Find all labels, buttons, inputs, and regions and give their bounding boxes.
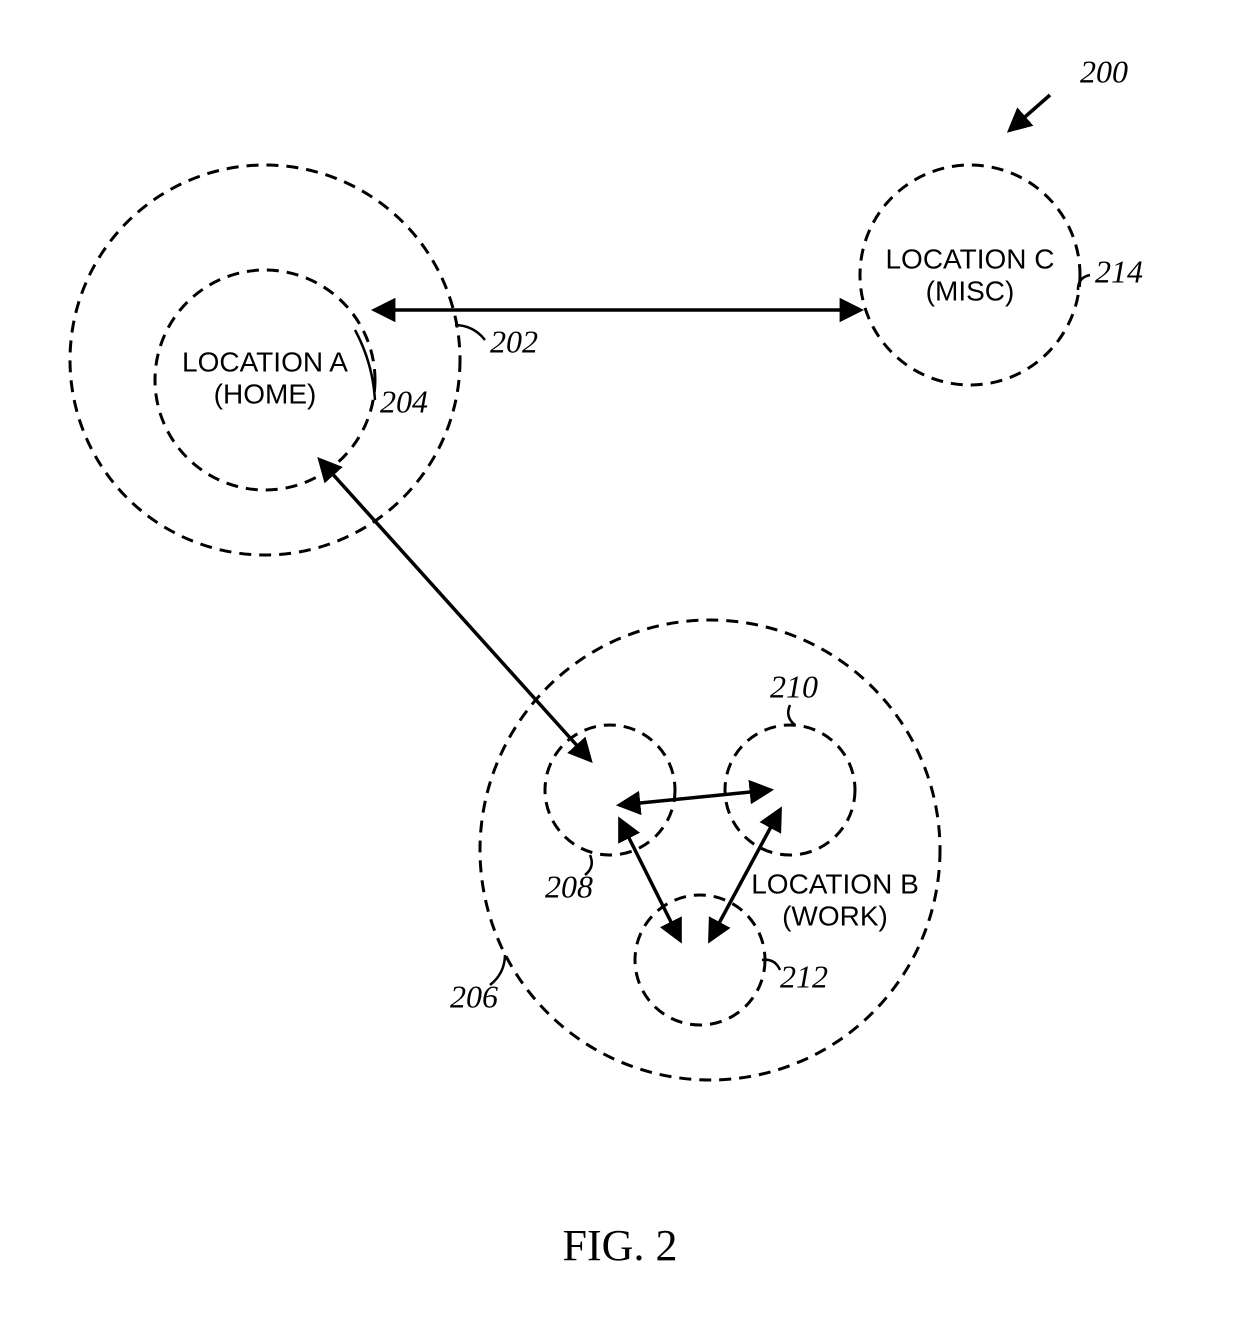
ref-202: 202: [490, 323, 538, 359]
label-location-a: LOCATION A: [182, 346, 348, 377]
label-location-b: LOCATION B: [751, 868, 919, 899]
label-location-c-sub: (MISC): [926, 275, 1015, 306]
figure-caption: FIG. 2: [563, 1221, 678, 1270]
location-diagram: LOCATION A (HOME) LOCATION C (MISC) LOCA…: [0, 0, 1240, 1330]
ref-204: 204: [380, 383, 428, 419]
arrow-a-b: [320, 460, 590, 760]
ref-206: 206: [450, 978, 498, 1014]
leader-210: [788, 705, 795, 725]
ref-208: 208: [545, 868, 593, 904]
label-location-b-sub: (WORK): [782, 900, 888, 931]
circle-206: [480, 620, 940, 1080]
circle-210: [725, 725, 855, 855]
arrow-208-210: [620, 790, 770, 805]
circle-208: [545, 725, 675, 855]
arrow-208-212: [620, 820, 680, 940]
label-location-c: LOCATION C: [885, 243, 1054, 274]
ref-212: 212: [780, 958, 828, 994]
ref-200-arrow: [1010, 95, 1050, 130]
leader-204: [355, 330, 375, 400]
label-location-a-sub: (HOME): [214, 378, 317, 409]
ref-200: 200: [1080, 53, 1128, 89]
ref-214: 214: [1095, 253, 1143, 289]
ref-210: 210: [770, 668, 818, 704]
circle-212: [635, 895, 765, 1025]
